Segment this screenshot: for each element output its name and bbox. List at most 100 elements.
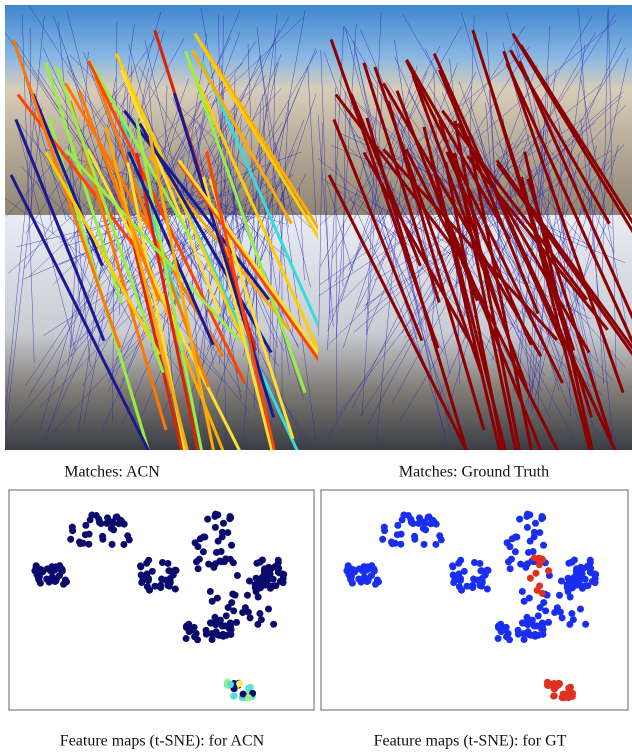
point bbox=[279, 570, 286, 577]
point bbox=[195, 565, 202, 572]
point bbox=[63, 578, 70, 585]
point bbox=[211, 513, 218, 520]
point bbox=[69, 524, 76, 531]
point bbox=[219, 529, 226, 536]
point bbox=[215, 538, 222, 545]
point bbox=[207, 588, 214, 595]
point bbox=[458, 587, 465, 594]
point bbox=[411, 533, 418, 540]
point bbox=[495, 635, 502, 642]
point bbox=[469, 584, 476, 591]
point bbox=[577, 572, 584, 579]
point bbox=[503, 624, 510, 631]
point bbox=[381, 524, 388, 531]
point bbox=[416, 514, 423, 521]
caption: Matches: Ground Truth bbox=[399, 464, 549, 481]
point bbox=[556, 680, 563, 687]
point bbox=[375, 578, 382, 585]
point bbox=[591, 570, 598, 577]
point bbox=[545, 567, 552, 574]
point bbox=[230, 693, 237, 700]
point bbox=[120, 541, 127, 548]
point bbox=[223, 612, 230, 619]
point bbox=[80, 540, 87, 547]
point bbox=[159, 559, 166, 566]
point bbox=[471, 559, 478, 566]
point bbox=[530, 548, 537, 555]
point bbox=[539, 590, 546, 597]
point bbox=[157, 584, 164, 591]
point bbox=[519, 619, 526, 626]
point bbox=[143, 560, 150, 567]
point bbox=[220, 633, 227, 640]
point bbox=[217, 617, 224, 624]
point bbox=[259, 582, 266, 589]
point bbox=[257, 559, 264, 566]
point bbox=[571, 582, 578, 589]
point bbox=[204, 516, 211, 523]
point bbox=[270, 621, 277, 628]
point bbox=[218, 548, 225, 555]
point bbox=[88, 512, 95, 519]
point bbox=[438, 536, 445, 543]
point bbox=[228, 542, 235, 549]
point bbox=[191, 633, 198, 640]
point bbox=[519, 588, 526, 595]
point bbox=[505, 558, 512, 565]
point bbox=[82, 522, 89, 529]
point bbox=[146, 587, 153, 594]
point bbox=[277, 578, 284, 585]
point bbox=[67, 536, 74, 543]
point bbox=[483, 568, 490, 575]
point bbox=[513, 533, 520, 540]
point bbox=[545, 619, 552, 626]
point bbox=[432, 541, 439, 548]
point bbox=[255, 593, 262, 600]
point bbox=[532, 520, 539, 527]
point bbox=[516, 516, 523, 523]
point bbox=[359, 567, 366, 574]
point bbox=[99, 533, 106, 540]
point bbox=[358, 579, 365, 586]
point bbox=[433, 521, 440, 528]
point bbox=[582, 621, 589, 628]
point bbox=[570, 616, 577, 623]
point bbox=[267, 585, 274, 592]
point bbox=[227, 556, 234, 563]
point bbox=[192, 539, 199, 546]
point bbox=[540, 542, 547, 549]
point bbox=[539, 622, 546, 629]
point bbox=[522, 564, 529, 571]
point bbox=[422, 526, 429, 533]
point bbox=[47, 567, 54, 574]
point bbox=[183, 635, 190, 642]
point bbox=[139, 573, 146, 580]
point bbox=[484, 586, 491, 593]
point bbox=[98, 520, 105, 527]
point bbox=[200, 548, 207, 555]
point bbox=[568, 610, 575, 617]
point bbox=[410, 520, 417, 527]
point bbox=[529, 617, 536, 624]
point bbox=[550, 693, 557, 700]
point bbox=[220, 520, 227, 527]
point bbox=[569, 559, 576, 566]
point bbox=[244, 592, 251, 599]
point bbox=[532, 633, 539, 640]
point bbox=[227, 631, 234, 638]
point bbox=[455, 560, 462, 567]
caption: Feature maps (t-SNE): for ACN bbox=[60, 733, 265, 750]
point bbox=[46, 579, 53, 586]
point bbox=[398, 531, 405, 538]
point bbox=[539, 513, 546, 520]
point bbox=[512, 548, 519, 555]
point bbox=[86, 531, 93, 538]
point bbox=[565, 694, 572, 701]
point bbox=[137, 562, 144, 569]
point bbox=[368, 564, 375, 571]
point bbox=[364, 578, 371, 585]
point bbox=[379, 536, 386, 543]
point bbox=[421, 541, 428, 548]
point bbox=[507, 565, 514, 572]
point bbox=[110, 526, 117, 533]
